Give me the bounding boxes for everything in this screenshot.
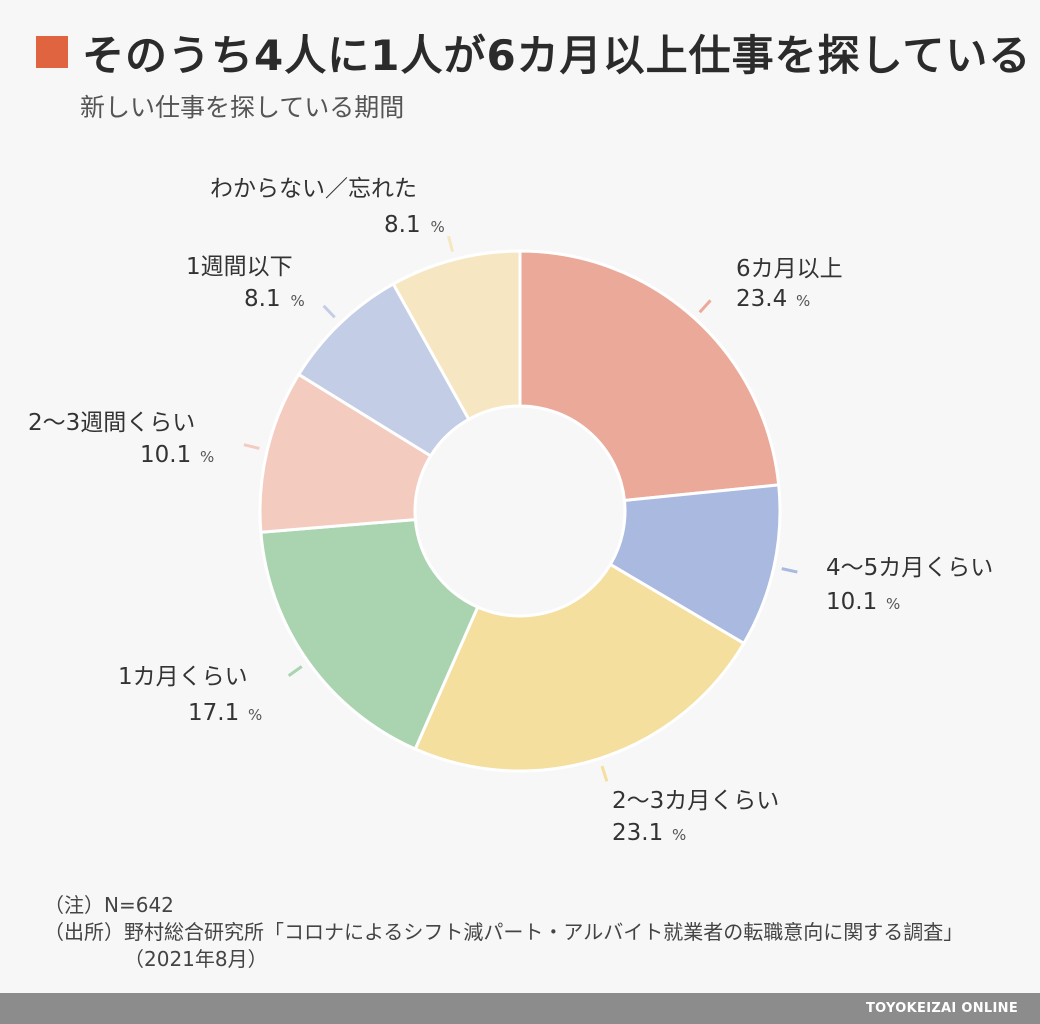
slice-label: 2〜3カ月くらい	[612, 788, 779, 814]
slice-value: 10.1	[140, 442, 191, 468]
title-row: そのうち4人に1人が6カ月以上仕事を探している	[36, 24, 1031, 80]
note-text: N=642	[104, 893, 174, 917]
pie-slice	[259, 517, 480, 751]
leader-line	[447, 235, 454, 253]
slice-value: 10.1	[826, 589, 877, 615]
slice-label: 6カ月以上	[736, 256, 843, 282]
leader-line	[322, 304, 336, 319]
slice-label: 1カ月くらい	[118, 664, 248, 690]
slice-value: 8.1	[384, 212, 421, 238]
footer-brand: TOYOKEIZAI ONLINE	[865, 1001, 1018, 1016]
slice-unit: %	[248, 706, 262, 724]
slice-unit: %	[886, 595, 900, 613]
slice-label: 1週間以下	[186, 254, 293, 280]
leader-line	[600, 765, 609, 782]
slice-unit: %	[200, 448, 214, 466]
slice-unit: %	[431, 218, 445, 236]
slice-unit: %	[796, 292, 810, 310]
source-row: （出所） 野村総合研究所「コロナによるシフト減パート・アルバイト就業者の転職意向…	[44, 919, 1004, 973]
footer-bar: TOYOKEIZAI ONLINE	[0, 993, 1040, 1024]
slice-value: 23.4	[736, 286, 787, 312]
slice-label: 4〜5カ月くらい	[826, 555, 993, 581]
slice-unit: %	[672, 826, 686, 844]
source-label: （出所）	[44, 920, 124, 944]
pie-slice	[258, 372, 433, 534]
pie-slice	[413, 562, 746, 773]
pie-slice	[518, 249, 781, 503]
chart-title: そのうち4人に1人が6カ月以上仕事を探している	[82, 30, 1032, 80]
leader-line	[287, 665, 303, 677]
chart-subtitle: 新しい仕事を探している期間	[80, 93, 405, 122]
leader-line	[243, 443, 260, 450]
pie-slice	[391, 249, 522, 422]
source-notes: （注） N=642 （出所） 野村総合研究所「コロナによるシフト減パート・アルバ…	[44, 892, 1004, 973]
note-row: （注） N=642	[44, 892, 1004, 919]
slice-label: 2〜3週間くらい	[28, 410, 195, 436]
slice-value: 23.1	[612, 820, 663, 846]
slice-unit: %	[291, 292, 305, 310]
title-marker	[36, 36, 68, 68]
leader-line	[698, 299, 712, 314]
pie-slice	[608, 483, 782, 646]
leader-line	[781, 567, 798, 574]
note-label: （注）	[44, 893, 104, 917]
source-text: 野村総合研究所「コロナによるシフト減パート・アルバイト就業者の転職意向に関する調…	[124, 920, 964, 971]
slice-label: わからない／忘れた	[210, 176, 417, 202]
slice-value: 17.1	[188, 700, 239, 726]
slice-value: 8.1	[244, 286, 281, 312]
